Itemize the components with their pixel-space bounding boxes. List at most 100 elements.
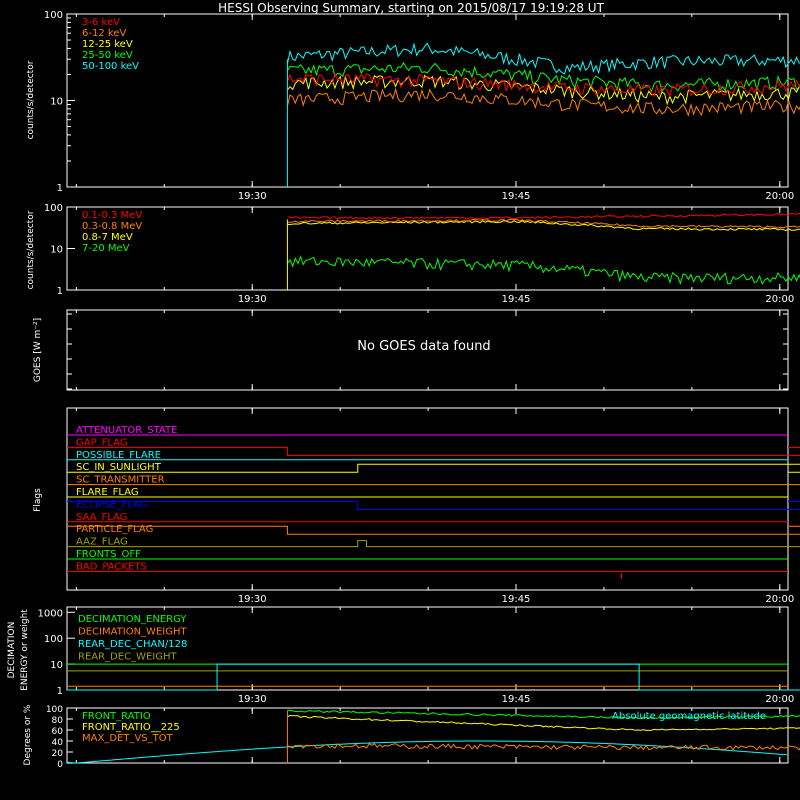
legend-entry: REAR_DEC_WEIGHT: [78, 652, 177, 663]
y-tick-label: 1: [57, 286, 63, 297]
flag-line-aaz_flag: [67, 540, 800, 548]
legend-entry: 25-50 keV: [82, 50, 133, 61]
ratios-panel-frame: [66, 707, 789, 764]
legend-entry: DECIMATION_ENERGY: [78, 614, 187, 625]
no-data-message: No GOES data found: [357, 339, 490, 354]
flag-label: POSSIBLE_FLARE: [76, 450, 161, 461]
decimation-panel-frame: [66, 606, 789, 691]
mev-panel: 19:3019:4520:0020:1520:3020:45110100coun…: [26, 203, 800, 305]
series-line-3-6-keV: [286, 72, 800, 98]
flag-label: ATTENUATOR_STATE: [76, 425, 177, 436]
x-tick-label: 19:30: [238, 594, 267, 605]
flag-line-gap_flag: [67, 446, 800, 456]
legend-entry: DECIMATION_WEIGHT: [78, 627, 187, 638]
y-tick-label: 0: [57, 760, 63, 770]
series-line-front_ratio: [287, 709, 800, 720]
legend-entry: 12-25 keV: [82, 39, 133, 50]
y-axis-label: ENERGY or weight: [20, 609, 30, 691]
flag-label: FLARE_FLAG: [76, 487, 139, 498]
legend-entry: MAX_DET_VS_TOT: [82, 733, 174, 744]
annotation: Absolute geomagnetic latitude: [612, 711, 766, 722]
legend-entry: FRONT_RATIO__225: [82, 722, 180, 733]
y-tick-label: 1: [57, 686, 63, 697]
flag-line-sc_transmitter: [67, 484, 800, 486]
series-line-12-25-keV: [287, 74, 800, 106]
flag-label: ECLIPSE_FLAG: [76, 499, 147, 510]
y-tick-label: 100: [44, 634, 63, 645]
y-axis-label: counts/s/detector: [26, 210, 36, 289]
rear-dec-chan-line: [67, 663, 800, 691]
flag-label: SC_TRANSMITTER: [76, 475, 165, 486]
flag-label: GAP_FLAG: [76, 437, 128, 448]
y-tick-label: 100: [44, 203, 63, 214]
legend-entry: FRONT_RATIO: [82, 711, 151, 722]
flag-label: FRONTS_OFF: [76, 549, 141, 560]
y-tick-label: 60: [52, 727, 64, 737]
flag-label: SC_IN_SUNLIGHT: [76, 462, 162, 473]
y-tick-label: 1: [57, 183, 63, 194]
lightcurve-panel-frame: [66, 13, 789, 188]
y-tick-label: 1000: [38, 608, 63, 619]
y-tick-label: 100: [46, 705, 63, 715]
flag-label: AAZ_FLAG: [76, 537, 128, 548]
y-tick-label: 100: [44, 10, 63, 21]
y-tick-label: 20: [52, 749, 64, 759]
mev-panel-frame: [66, 206, 789, 291]
y-tick-label: 40: [52, 738, 64, 748]
legend-entry: REAR_DEC_CHAN/128: [78, 639, 187, 650]
legend-entry: 7-20 MeV: [82, 243, 130, 254]
x-tick-label: 20:00: [765, 594, 794, 605]
legend-entry: 50-100 keV: [82, 61, 139, 72]
figure-title: HESSI Observing Summary, starting on 201…: [218, 1, 604, 15]
x-tick-label: 20:00: [765, 191, 794, 202]
y-tick-label: 10: [50, 660, 63, 671]
x-tick-label: 20:00: [765, 294, 794, 305]
y-axis-label: Degrees or %: [23, 704, 33, 765]
x-tick-label: 19:45: [502, 594, 531, 605]
legend-entry: 0.1-0.3 MeV: [82, 210, 142, 221]
legend-entry: 0.8-7 MeV: [82, 232, 133, 243]
flag-label: PARTICLE_FLAG: [76, 524, 153, 535]
x-tick-label: 19:30: [238, 294, 267, 305]
panels: 19:3019:4520:0020:1520:3020:45110100coun…: [7, 10, 800, 770]
x-tick-label: 19:30: [238, 694, 267, 705]
series-line-0p1-0.3-MeV: [287, 212, 800, 220]
goes-panel-frame: [66, 309, 789, 391]
series-line-6-12-keV: [286, 87, 800, 117]
y-axis-label: counts/s/detector: [26, 60, 36, 139]
legend-entry: 3-6 keV: [82, 17, 120, 28]
x-tick-label: 19:45: [502, 694, 531, 705]
y-axis-label: GOES [W m⁻²]: [33, 318, 43, 382]
flag-line-particle_flag: [67, 525, 800, 535]
lightcurve-panel: 19:3019:4520:0020:1520:3020:45110100coun…: [26, 10, 800, 202]
flags-panel-frame: [66, 407, 789, 591]
y-tick-label: 10: [50, 245, 63, 256]
series-line-max_det_vs_tot: [287, 742, 800, 751]
legend-entry: 6-12 keV: [82, 28, 126, 39]
geomagnetic-latitude-line: [66, 740, 788, 764]
series-line-0p8-7-MeV: [287, 220, 800, 232]
series-line-0p3-0.8-MeV: [287, 218, 800, 229]
decimation-panel: 19:3019:4520:0020:1520:3020:451101001000…: [7, 606, 800, 705]
flag-line-sc_in_sunlight: [67, 463, 800, 473]
flag-label: BAD_PACKETS: [76, 561, 147, 572]
x-tick-label: 19:45: [502, 294, 531, 305]
x-tick-label: 19:45: [502, 191, 531, 202]
legend-entry: 0.3-0.8 MeV: [82, 221, 142, 232]
goes-panel: GOES [W m⁻²] No GOES data found: [33, 309, 789, 391]
series-line-25-50-keV: [286, 61, 800, 93]
series-line-front_ratio__225: [287, 715, 800, 731]
series-line-7-20-MeV: [286, 254, 800, 286]
y-axis-label: DECIMATION: [7, 622, 17, 679]
flag-line-eclipse_flag: [67, 500, 800, 510]
flag-label: SAA_FLAG: [76, 512, 127, 523]
series-line-50-100-keV: [286, 42, 800, 75]
y-axis-label: Flags: [33, 488, 43, 512]
x-tick-label: 19:30: [238, 191, 267, 202]
x-tick-label: 20:00: [765, 694, 794, 705]
y-tick-label: 80: [52, 716, 64, 726]
y-tick-label: 10: [50, 97, 63, 108]
flags-panel: 19:3019:4520:0020:1520:3020:45FlagsATTEN…: [33, 407, 800, 605]
